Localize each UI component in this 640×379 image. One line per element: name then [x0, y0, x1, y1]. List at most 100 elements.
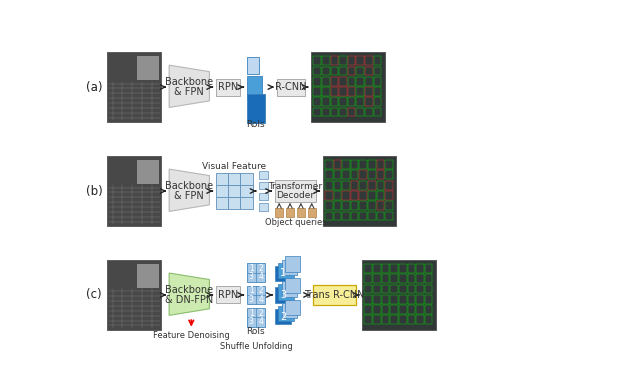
Bar	[325, 171, 333, 179]
Bar	[228, 172, 241, 185]
Bar	[365, 67, 372, 75]
Bar	[137, 56, 159, 80]
Bar	[107, 260, 161, 330]
Bar	[385, 211, 393, 220]
Bar	[228, 185, 241, 197]
Bar	[385, 191, 393, 200]
Bar	[322, 97, 330, 106]
Bar	[339, 67, 347, 75]
Bar	[390, 285, 398, 293]
Polygon shape	[169, 65, 209, 108]
Bar	[381, 295, 389, 304]
Bar	[381, 264, 389, 273]
Bar	[313, 97, 321, 106]
Bar	[107, 260, 161, 330]
Bar	[356, 108, 364, 116]
Bar	[275, 208, 283, 217]
Bar	[339, 97, 347, 106]
Bar	[351, 211, 358, 220]
Text: RoIs: RoIs	[246, 327, 265, 337]
Bar	[360, 181, 367, 190]
Text: 2: 2	[258, 287, 263, 295]
Bar	[275, 266, 291, 281]
Bar	[107, 52, 161, 122]
Text: Backbone: Backbone	[165, 77, 213, 88]
Bar	[286, 208, 294, 217]
Bar	[216, 197, 228, 210]
Bar	[311, 52, 385, 122]
Bar	[425, 264, 433, 273]
Bar	[282, 260, 297, 275]
Bar	[322, 77, 330, 86]
Bar	[374, 56, 381, 65]
Bar	[385, 171, 393, 179]
Bar	[313, 108, 321, 116]
Bar	[365, 97, 372, 106]
Polygon shape	[169, 169, 209, 211]
Bar	[241, 185, 253, 197]
Bar	[385, 201, 393, 210]
Bar	[330, 67, 338, 75]
Bar	[342, 191, 350, 200]
Bar	[381, 315, 389, 324]
Bar	[381, 305, 389, 314]
Bar	[246, 263, 265, 282]
Bar	[368, 191, 376, 200]
Bar	[297, 208, 305, 217]
Text: 3: 3	[249, 272, 253, 281]
Bar	[313, 67, 321, 75]
Text: 4: 4	[258, 294, 263, 304]
Bar	[368, 160, 376, 169]
Bar	[137, 264, 159, 288]
Bar	[241, 172, 253, 185]
Bar	[216, 78, 241, 96]
Bar	[360, 171, 367, 179]
Bar	[312, 285, 356, 305]
Text: Backbone: Backbone	[165, 285, 213, 295]
Bar	[385, 181, 393, 190]
Bar	[390, 274, 398, 283]
Bar	[333, 191, 341, 200]
Bar	[374, 87, 381, 96]
Bar	[425, 274, 433, 283]
Bar	[351, 191, 358, 200]
Text: RPN: RPN	[218, 82, 238, 92]
Bar	[399, 305, 406, 314]
Bar	[339, 77, 347, 86]
Text: 4: 4	[258, 272, 263, 281]
Bar	[216, 185, 228, 197]
Bar	[348, 87, 355, 96]
Bar	[348, 67, 355, 75]
Text: Decoder: Decoder	[276, 191, 314, 200]
Bar	[330, 97, 338, 106]
Bar	[390, 305, 398, 314]
Bar	[241, 197, 253, 210]
Bar	[348, 108, 355, 116]
Bar	[374, 77, 381, 86]
Bar	[277, 78, 305, 96]
Bar	[408, 285, 415, 293]
Bar	[333, 181, 341, 190]
Bar	[342, 181, 350, 190]
Bar	[362, 260, 436, 330]
Text: RoIs: RoIs	[246, 119, 265, 128]
Bar	[365, 87, 372, 96]
Bar	[325, 211, 333, 220]
Bar	[356, 56, 364, 65]
Bar	[325, 160, 333, 169]
Bar	[246, 286, 265, 304]
Bar	[360, 201, 367, 210]
Bar	[376, 211, 384, 220]
Bar	[416, 285, 424, 293]
Text: Shuffle Unfolding: Shuffle Unfolding	[220, 342, 292, 351]
Bar	[278, 284, 294, 299]
Bar	[390, 315, 398, 324]
Bar	[348, 77, 355, 86]
Bar	[333, 201, 341, 210]
Bar	[373, 274, 381, 283]
Bar	[364, 285, 372, 293]
Bar	[107, 52, 161, 122]
Bar	[348, 56, 355, 65]
Bar	[322, 108, 330, 116]
Bar	[333, 211, 341, 220]
